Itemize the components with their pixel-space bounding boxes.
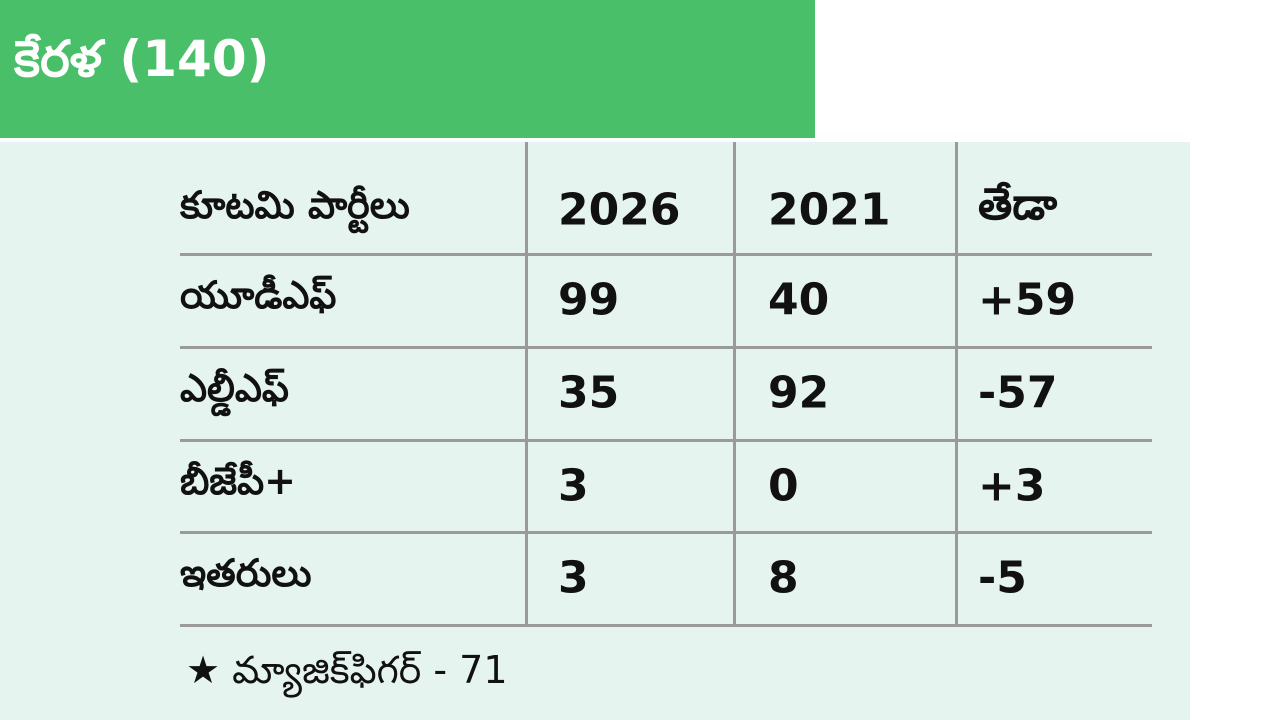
cell-value: +3 (978, 460, 1046, 512)
column-divider (955, 142, 958, 626)
row-label: బీజేపీ+ (180, 459, 296, 503)
column-header: 2021 (768, 184, 891, 236)
cell-value: 92 (768, 367, 830, 419)
title: కేరళ (140) (14, 30, 270, 88)
cell-value: 35 (558, 367, 620, 419)
row-divider (180, 346, 1152, 349)
cell-value: 3 (558, 552, 589, 604)
column-divider (525, 142, 528, 626)
row-label: ఇతరులు (180, 551, 312, 595)
column-divider (733, 142, 736, 626)
cell-value: 8 (768, 552, 799, 604)
row-divider (180, 439, 1152, 442)
table-panel (0, 142, 1190, 720)
row-label: ఎల్డీఎఫ్ (180, 366, 289, 410)
cell-value: 0 (768, 460, 799, 512)
column-header: తేడా (978, 179, 1058, 230)
footnote: ★ మ్యాజిక్‌ఫిగర్ - 71 (186, 648, 508, 692)
column-header: 2026 (558, 184, 681, 236)
row-divider (180, 253, 1152, 256)
row-divider (180, 531, 1152, 534)
cell-value: -5 (978, 552, 1027, 604)
row-label: యూడీఎఫ్ (180, 273, 337, 317)
cell-value: +59 (978, 274, 1077, 326)
cell-value: 3 (558, 460, 589, 512)
title-banner: కేరళ (140) (0, 0, 815, 138)
cell-value: -57 (978, 367, 1058, 419)
row-divider (180, 624, 1152, 627)
column-header: కూటమి పార్టీలు (180, 183, 410, 227)
cell-value: 40 (768, 274, 830, 326)
cell-value: 99 (558, 274, 620, 326)
